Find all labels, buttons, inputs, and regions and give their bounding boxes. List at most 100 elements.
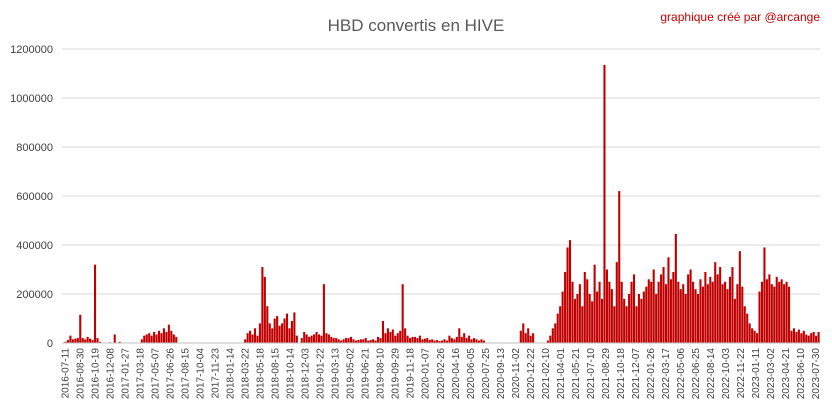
bar bbox=[460, 336, 463, 344]
x-tick-label: 2017-11-23 bbox=[211, 348, 222, 399]
bar bbox=[172, 334, 175, 343]
bar bbox=[637, 294, 640, 343]
x-tick-label: 2022-08-14 bbox=[706, 348, 717, 400]
bar bbox=[347, 338, 350, 343]
x-tick-label: 2022-01-26 bbox=[646, 348, 657, 400]
x-tick-label: 2021-04-01 bbox=[556, 348, 567, 400]
bar bbox=[364, 338, 367, 343]
bar bbox=[726, 289, 729, 343]
bar bbox=[359, 339, 362, 343]
bar bbox=[273, 318, 276, 343]
bar bbox=[788, 286, 791, 343]
bar bbox=[472, 338, 476, 343]
bar bbox=[549, 335, 552, 343]
bar bbox=[325, 333, 328, 343]
bar bbox=[657, 281, 660, 343]
bar bbox=[372, 339, 375, 343]
x-tick-label: 2022-06-25 bbox=[691, 348, 702, 400]
bar bbox=[349, 336, 353, 344]
bar bbox=[89, 338, 92, 343]
bar bbox=[554, 323, 557, 343]
x-tick-label: 2020-04-16 bbox=[451, 348, 462, 400]
bar bbox=[805, 334, 808, 343]
bar bbox=[807, 335, 810, 343]
bar bbox=[322, 284, 325, 343]
bar bbox=[281, 323, 284, 343]
bar bbox=[426, 338, 429, 343]
bar bbox=[583, 271, 586, 343]
bar bbox=[632, 274, 636, 343]
bar bbox=[377, 336, 380, 344]
bar bbox=[305, 334, 308, 343]
x-tick-label: 2016-08-30 bbox=[76, 348, 87, 400]
bar bbox=[337, 339, 340, 343]
x-tick-label: 2023-01-11 bbox=[751, 348, 762, 399]
bar bbox=[556, 313, 559, 343]
bar bbox=[416, 338, 419, 343]
bar bbox=[571, 281, 574, 343]
bar bbox=[448, 335, 451, 343]
bar bbox=[413, 336, 417, 344]
bar bbox=[81, 338, 84, 343]
bar bbox=[751, 328, 754, 343]
bar bbox=[738, 251, 741, 344]
bar bbox=[263, 276, 266, 343]
bar bbox=[482, 340, 485, 343]
bar bbox=[401, 284, 404, 343]
bar bbox=[692, 281, 695, 343]
bar bbox=[455, 336, 458, 344]
bar bbox=[276, 316, 279, 343]
bar bbox=[785, 281, 788, 343]
x-tick-label: 2018-12-03 bbox=[301, 348, 312, 400]
x-tick-label: 2019-09-29 bbox=[391, 348, 402, 400]
bar bbox=[433, 340, 436, 343]
bar bbox=[362, 339, 365, 343]
bar bbox=[386, 328, 389, 343]
bar bbox=[342, 339, 345, 343]
x-tick-label: 2022-05-06 bbox=[676, 348, 687, 400]
bar bbox=[409, 338, 412, 343]
bar bbox=[327, 334, 330, 343]
bar bbox=[465, 338, 468, 343]
x-tick-label: 2020-06-05 bbox=[466, 348, 477, 400]
bar bbox=[354, 340, 357, 343]
bar bbox=[802, 330, 805, 343]
bar bbox=[559, 306, 562, 343]
bar bbox=[625, 306, 628, 343]
bar bbox=[150, 335, 153, 343]
bar bbox=[780, 279, 783, 343]
bar bbox=[578, 284, 581, 343]
x-tick-label: 2021-05-21 bbox=[571, 348, 582, 400]
bar bbox=[470, 339, 473, 343]
bar bbox=[679, 289, 682, 343]
bar bbox=[170, 330, 173, 343]
bar bbox=[684, 294, 687, 343]
bar bbox=[775, 276, 778, 343]
bar bbox=[699, 279, 702, 343]
bar bbox=[438, 341, 441, 343]
bar bbox=[760, 281, 764, 343]
bar bbox=[758, 291, 761, 343]
bar bbox=[719, 267, 722, 343]
x-tick-label: 2016-10-19 bbox=[91, 348, 102, 400]
bar bbox=[615, 262, 618, 343]
bar bbox=[652, 269, 655, 343]
x-tick-label: 2017-03-18 bbox=[136, 348, 147, 400]
x-tick-label: 2020-01-07 bbox=[421, 348, 432, 400]
bar bbox=[551, 328, 554, 343]
x-tick-label: 2023-07-30 bbox=[811, 348, 822, 400]
x-tick-label: 2017-10-04 bbox=[196, 348, 207, 400]
bar bbox=[369, 340, 372, 343]
bar bbox=[66, 340, 70, 343]
x-tick-label: 2016-12-08 bbox=[106, 348, 117, 400]
bar bbox=[340, 340, 343, 343]
y-tick-label: 1200000 bbox=[10, 44, 53, 56]
bar bbox=[79, 314, 82, 343]
bar bbox=[84, 339, 87, 343]
bar bbox=[157, 330, 161, 343]
bar bbox=[598, 281, 601, 343]
x-tick-label: 2023-04-21 bbox=[781, 348, 792, 400]
x-tick-label: 2019-08-10 bbox=[376, 348, 387, 400]
bar bbox=[256, 335, 259, 343]
